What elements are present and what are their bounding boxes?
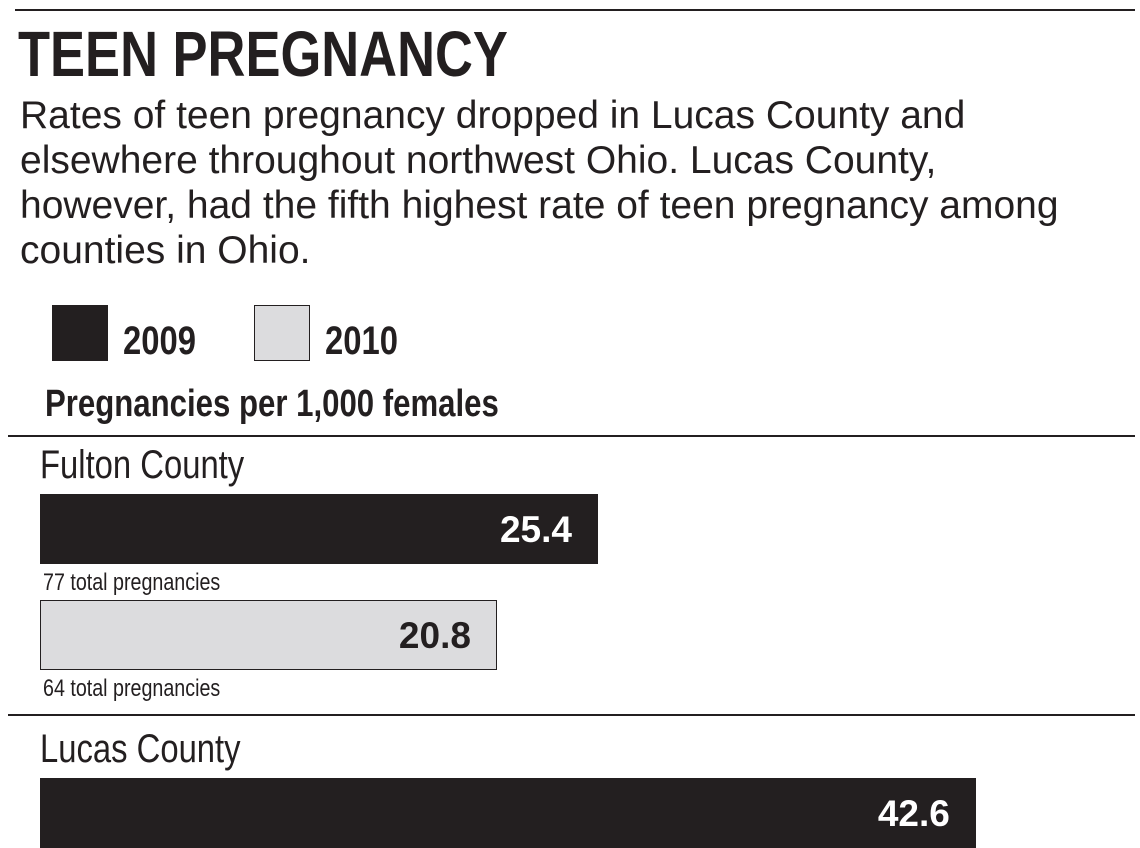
chart-title: TEEN PREGNANCY: [18, 18, 508, 90]
bar: [40, 600, 497, 670]
value-axis-label: Pregnancies per 1,000 females: [45, 383, 499, 425]
chart-subtitle: Rates of teen pregnancy dropped in Lucas…: [20, 94, 1059, 272]
value-label: 42.6: [877, 793, 950, 834]
page: TEEN PREGNANCY Rates of teen pregnancy d…: [8, 9, 1135, 848]
divider: [8, 435, 1135, 437]
legend-swatch: [254, 305, 310, 361]
top-rule: [15, 9, 1135, 11]
legend-label: 2010: [325, 319, 398, 363]
category-label: Fulton County: [40, 443, 245, 487]
value-label: 20.8: [398, 615, 471, 656]
bar: [40, 494, 598, 564]
legend-swatch: [52, 305, 108, 361]
category-label: Lucas County: [40, 727, 241, 771]
annotation: 77 total pregnancies: [43, 569, 221, 596]
value-label: 25.4: [499, 509, 572, 550]
annotation: 64 total pregnancies: [43, 675, 221, 702]
divider: [8, 714, 1135, 716]
legend-label: 2009: [123, 319, 196, 363]
